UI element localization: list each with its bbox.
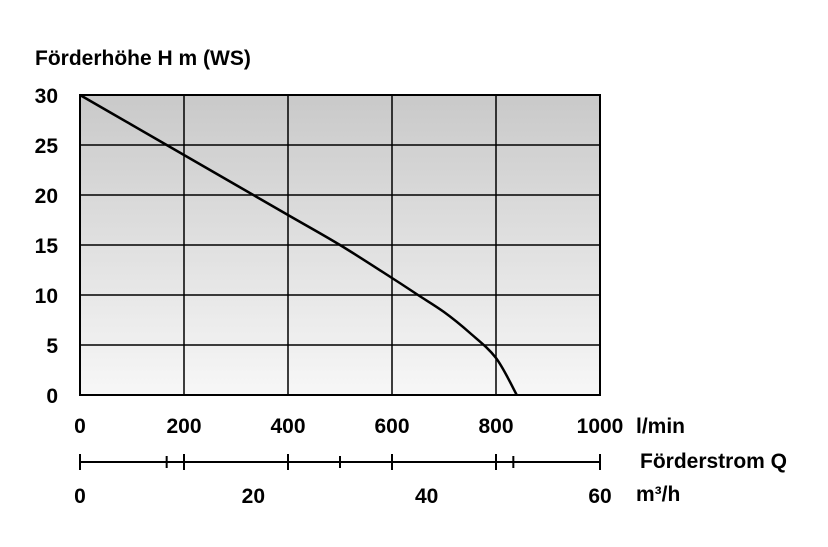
x2-tick-label-20: 20 (242, 485, 265, 508)
y-tick-label-20: 20 (35, 185, 58, 208)
x-tick-label-0: 0 (74, 415, 86, 438)
x-axis-primary: 0 200 400 600 800 1000 (74, 415, 623, 438)
y-tick-label-25: 25 (35, 135, 59, 158)
x-unit-primary: l/min (636, 415, 685, 438)
pump-curve-line (79, 93, 518, 396)
x-tick-label-800: 800 (478, 415, 513, 438)
y-tick-label-10: 10 (35, 285, 58, 308)
x-unit-secondary: m³/h (636, 483, 680, 506)
y-tick-label-5: 5 (46, 335, 58, 358)
x2-tick-label-0: 0 (74, 485, 86, 508)
x-tick-label-600: 600 (374, 415, 409, 438)
x-tick-label-200: 200 (166, 415, 201, 438)
y-tick-label-15: 15 (35, 235, 59, 258)
x-tick-label-400: 400 (270, 415, 305, 438)
x-tick-label-1000: 1000 (577, 415, 624, 438)
x2-tick-label-40: 40 (415, 485, 438, 508)
plot-frame (79, 94, 601, 396)
y-tick-label-0: 0 (46, 385, 58, 408)
y-axis: 0 5 10 15 20 25 30 (35, 85, 59, 408)
x-axis-secondary: 0 20 40 60 (74, 454, 612, 508)
y-tick-label-30: 30 (35, 85, 58, 108)
x-axis-label: Förderstrom Q (640, 450, 787, 473)
x2-tick-label-60: 60 (588, 485, 611, 508)
chart-title: Förderhöhe H m (WS) (35, 47, 251, 70)
